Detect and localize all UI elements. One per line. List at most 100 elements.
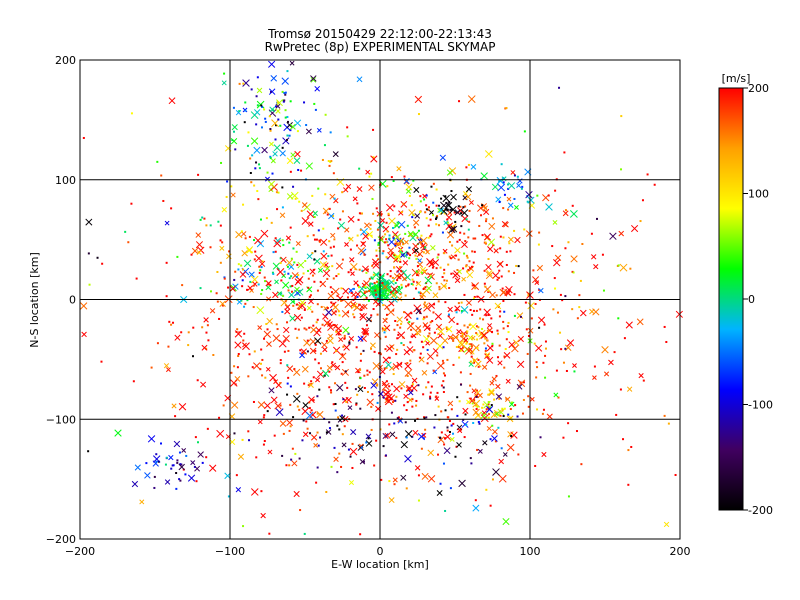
- data-point: [206, 324, 209, 327]
- data-point: [496, 278, 499, 281]
- data-point-cross: [305, 162, 313, 170]
- data-point: [269, 157, 272, 160]
- data-point: [329, 389, 332, 392]
- data-point: [487, 393, 490, 396]
- data-point: [253, 239, 256, 242]
- data-point-cross: [397, 296, 403, 302]
- data-point-cross: [428, 260, 435, 268]
- data-point: [534, 464, 537, 467]
- data-point: [325, 339, 328, 342]
- data-point-cross: [131, 480, 139, 488]
- data-point: [411, 383, 414, 386]
- data-point: [469, 372, 472, 375]
- data-point-cross: [414, 213, 421, 219]
- data-point-cross: [541, 451, 547, 458]
- data-point: [280, 292, 283, 295]
- data-point: [317, 187, 320, 190]
- data-point-cross: [275, 408, 284, 417]
- data-point-cross: [279, 212, 286, 218]
- data-point-cross: [266, 341, 272, 347]
- data-point: [454, 455, 457, 458]
- chart-subtitle: RwPretec (8p) EXPERIMENTAL SKYMAP: [265, 40, 496, 54]
- data-point: [359, 228, 362, 231]
- data-point: [175, 472, 178, 475]
- data-point-cross: [529, 396, 535, 402]
- data-point: [437, 253, 440, 256]
- data-point-cross: [336, 384, 344, 392]
- data-point-cross: [579, 309, 587, 317]
- data-point-cross: [235, 231, 243, 239]
- data-point: [423, 198, 426, 201]
- data-point-cross: [323, 305, 328, 311]
- data-point: [279, 362, 282, 365]
- data-point: [165, 261, 168, 264]
- data-point-cross: [257, 419, 263, 425]
- data-point-cross: [405, 188, 412, 194]
- data-point: [667, 422, 670, 425]
- data-point-cross: [467, 347, 473, 352]
- data-point-cross: [365, 440, 373, 447]
- data-point: [527, 405, 530, 408]
- data-point: [275, 323, 278, 326]
- data-point: [639, 220, 642, 223]
- data-point: [435, 282, 438, 285]
- data-point: [318, 239, 321, 242]
- data-point: [228, 250, 231, 253]
- data-point-cross: [439, 154, 446, 161]
- data-point: [372, 308, 375, 311]
- data-point: [328, 427, 331, 430]
- data-point-cross: [144, 472, 151, 479]
- data-point: [622, 438, 625, 441]
- data-point: [448, 241, 451, 244]
- data-point: [500, 163, 503, 166]
- data-point: [317, 362, 320, 365]
- data-point: [400, 342, 403, 345]
- data-point: [471, 284, 474, 287]
- data-point: [502, 181, 505, 184]
- data-point: [440, 431, 443, 434]
- data-point: [476, 405, 479, 408]
- data-point: [442, 391, 445, 394]
- data-point: [282, 100, 285, 103]
- data-point-cross: [381, 380, 388, 387]
- data-point: [499, 247, 502, 250]
- data-point: [323, 374, 326, 377]
- data-point: [155, 460, 158, 463]
- data-point: [564, 209, 567, 212]
- data-point-cross: [441, 337, 449, 344]
- data-point: [282, 244, 285, 247]
- data-point: [243, 121, 246, 124]
- data-point-cross: [392, 477, 398, 483]
- data-point-cross: [507, 236, 514, 243]
- data-point: [227, 286, 230, 289]
- data-point: [247, 131, 250, 134]
- data-point: [203, 217, 206, 220]
- data-point-cross: [517, 379, 526, 388]
- data-point-cross: [396, 166, 402, 172]
- data-point: [409, 359, 412, 362]
- data-point-cross: [516, 182, 522, 188]
- data-point: [442, 346, 445, 349]
- data-point: [176, 255, 179, 258]
- data-point-cross: [480, 172, 488, 180]
- data-point-cross: [428, 302, 435, 309]
- data-point: [504, 347, 507, 350]
- data-point: [100, 360, 103, 363]
- data-point: [326, 322, 329, 325]
- data-point-cross: [370, 155, 378, 163]
- data-point: [319, 352, 322, 355]
- data-point: [201, 216, 204, 219]
- data-point: [439, 436, 442, 439]
- data-point-cross: [219, 300, 226, 308]
- data-point-cross: [333, 323, 339, 329]
- data-point-cross: [491, 183, 499, 191]
- data-point: [420, 234, 423, 237]
- data-point-cross: [268, 180, 276, 188]
- data-point-cross: [488, 389, 495, 396]
- data-point-cross: [216, 429, 225, 438]
- data-point: [482, 318, 485, 321]
- data-point: [473, 361, 476, 364]
- data-point: [494, 440, 497, 443]
- data-point: [297, 328, 300, 331]
- data-point: [304, 260, 307, 263]
